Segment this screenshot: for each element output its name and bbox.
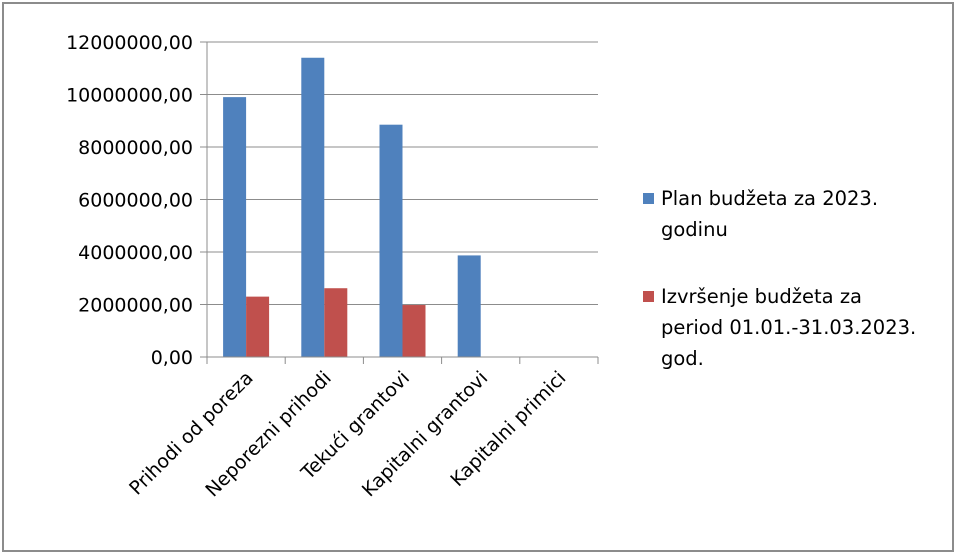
y-tick-label: 0,00 <box>151 347 193 369</box>
legend: Plan budžeta za 2023. godinu Izvršenje bud… <box>643 187 916 370</box>
legend-label: Izvršenje budžeta za <box>661 285 862 308</box>
bar-izvrsenje <box>324 288 348 357</box>
bar-izvrsenje <box>246 296 270 357</box>
legend-swatch <box>643 193 654 204</box>
legend-label: Plan budžeta za 2023. <box>661 187 878 210</box>
y-axis-tick-labels: 0,00 2000000,00 4000000,00 6000000,00 800000… <box>66 32 193 369</box>
y-tick-label: 4000000,00 <box>78 242 193 264</box>
bar-plan <box>379 124 403 357</box>
legend-swatch <box>643 291 654 302</box>
bar-plan <box>301 57 325 357</box>
axes <box>206 42 599 364</box>
bars <box>223 57 481 357</box>
legend-label: period 01.01.-31.03.2023. <box>661 316 916 339</box>
bar-izvrsenje <box>402 305 426 357</box>
y-tick-label: 10000000,00 <box>66 85 193 107</box>
legend-label: god. <box>661 347 704 370</box>
y-tick-label: 2000000,00 <box>78 295 193 317</box>
y-tick-label: 8000000,00 <box>78 137 193 159</box>
y-tick-label: 12000000,00 <box>66 32 193 54</box>
bar-plan <box>223 97 247 357</box>
bar-plan <box>457 255 481 357</box>
y-tick-label: 6000000,00 <box>78 190 193 212</box>
legend-label: godinu <box>661 218 728 241</box>
